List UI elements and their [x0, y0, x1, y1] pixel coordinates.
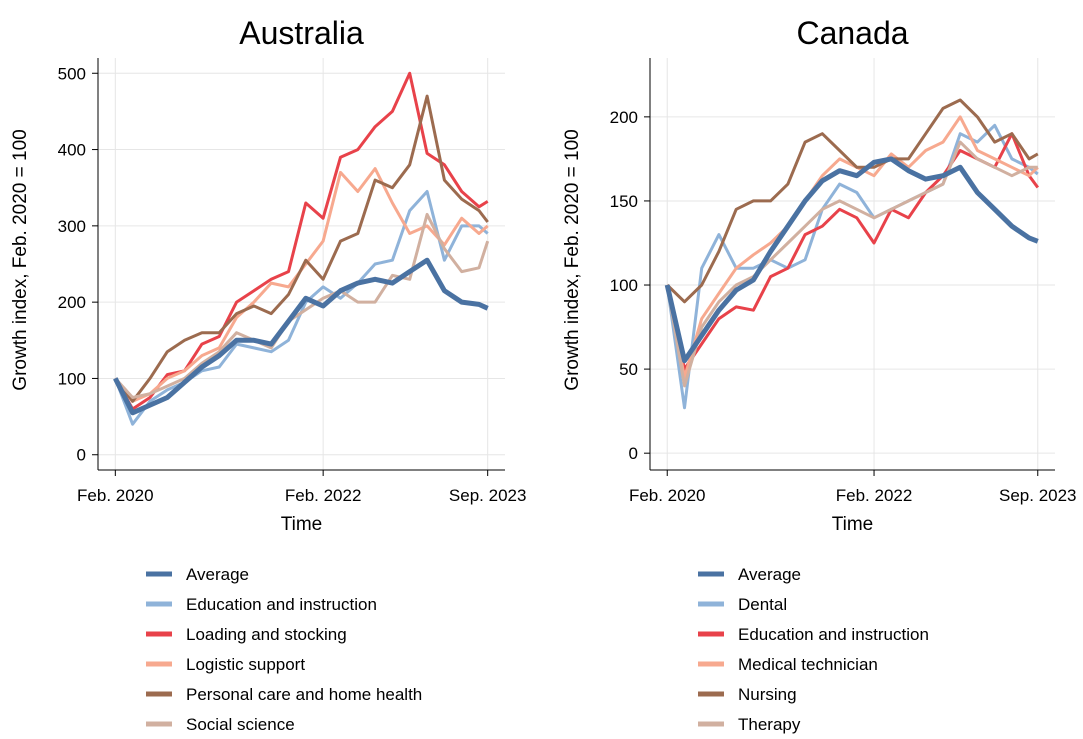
- y-tick-label: 200: [58, 293, 86, 312]
- y-tick-label: 100: [58, 369, 86, 388]
- legend-label: Average: [186, 565, 249, 584]
- legend-label: Medical technician: [738, 655, 878, 674]
- legend-label: Dental: [738, 595, 787, 614]
- series-line: [665, 132, 1040, 371]
- legend-label: Loading and stocking: [186, 625, 347, 644]
- y-tick-label: 150: [610, 192, 638, 211]
- x-axis-title: Time: [832, 514, 874, 535]
- y-tick-label: 0: [77, 446, 86, 465]
- legend-label: Logistic support: [186, 655, 305, 674]
- x-tick-label: Sep. 2023: [999, 486, 1077, 505]
- series-line: [664, 156, 1039, 364]
- series-line: [114, 212, 490, 399]
- series-line: [666, 98, 1039, 304]
- series-line: [114, 94, 489, 403]
- series-line: [665, 115, 1039, 379]
- x-tick-label: Feb. 2022: [836, 486, 913, 505]
- legend-label: Average: [738, 565, 801, 584]
- y-tick-label: 0: [629, 444, 638, 463]
- x-tick-label: Feb. 2020: [77, 486, 154, 505]
- legend-label: Therapy: [738, 715, 801, 734]
- legend-label: Personal care and home health: [186, 685, 422, 704]
- y-tick-label: 200: [610, 108, 638, 127]
- x-tick-label: Feb. 2022: [285, 486, 362, 505]
- y-axis-title: Growth index, Feb. 2020 = 100: [10, 129, 31, 390]
- y-tick-label: 300: [58, 217, 86, 236]
- series-line: [113, 257, 489, 416]
- series-line: [665, 123, 1039, 410]
- legend-label: Education and instruction: [738, 625, 929, 644]
- x-tick-label: Feb. 2020: [629, 486, 706, 505]
- y-tick-label: 400: [58, 141, 86, 160]
- series-line: [665, 140, 1038, 388]
- y-tick-label: 500: [58, 64, 86, 83]
- x-axis-title: Time: [281, 514, 323, 535]
- chart-title: Canada: [796, 15, 908, 51]
- y-tick-label: 50: [619, 360, 638, 379]
- x-tick-label: Sep. 2023: [449, 486, 527, 505]
- series-line: [114, 167, 489, 403]
- legend-label: Nursing: [738, 685, 797, 704]
- chart-title: Australia: [239, 15, 364, 51]
- y-axis-title: Growth index, Feb. 2020 = 100: [562, 129, 583, 390]
- legend-label: Social science: [186, 715, 295, 734]
- legend-label: Education and instruction: [186, 595, 377, 614]
- y-tick-label: 100: [610, 276, 638, 295]
